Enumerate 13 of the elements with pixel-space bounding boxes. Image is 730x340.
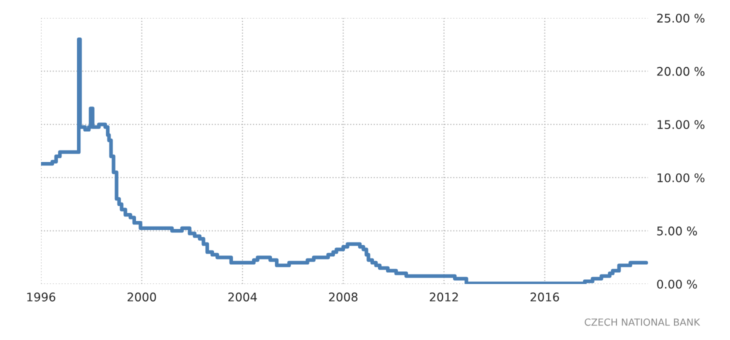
y-tick-label: 25.00 % [657,14,704,23]
y-tick-label: 15.00 % [658,120,704,130]
y-tick-label: 10.00 % [658,173,704,182]
x-tick-label: 2004 [228,292,257,302]
y-tick-label: 5.00 % [657,226,697,236]
x-tick-label: 2012 [430,292,458,302]
x-tick-label: 1996 [27,292,56,302]
text: CZECH NATIONAL BANK [584,318,700,326]
y-tick-label: 0.00 % [657,280,697,289]
x-tick-label: 2000 [128,292,156,302]
y-tick-label: 20.00 % [657,66,704,76]
x-tick-label: 2008 [329,292,358,302]
x-tick-label: 2016 [530,292,560,302]
